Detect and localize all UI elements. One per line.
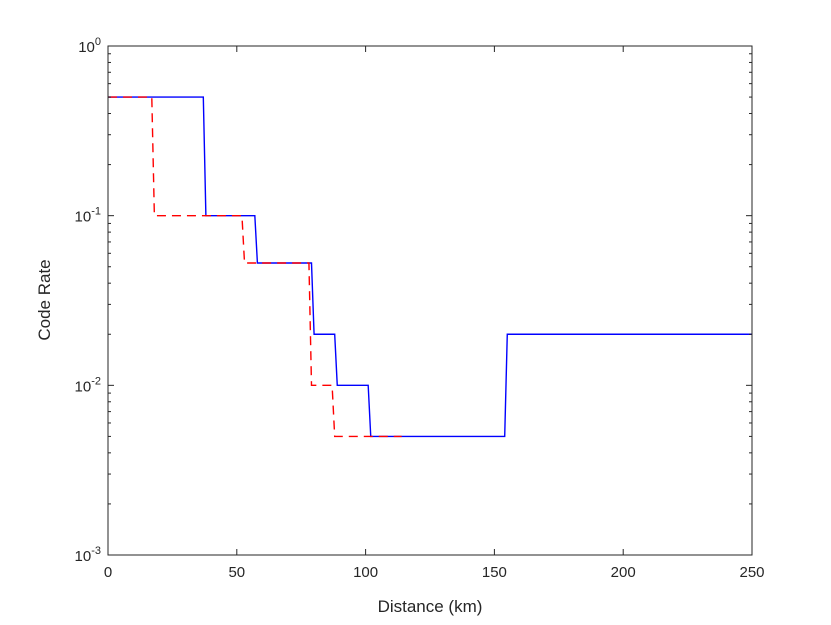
x-tick-label: 200 <box>611 564 636 581</box>
series-layer <box>108 96 752 438</box>
plot-background <box>108 46 752 555</box>
y-tick-label: 10-1 <box>75 206 101 226</box>
x-tick-label: 150 <box>482 564 507 581</box>
series-line-2 <box>108 96 402 438</box>
y-axis-label: Code Rate <box>35 259 54 340</box>
y-tick-label: 10-3 <box>75 545 101 565</box>
x-axis-label: Distance (km) <box>378 597 483 616</box>
plot-frame <box>107 45 753 556</box>
x-tick-label: 250 <box>739 564 764 581</box>
x-tick-label: 100 <box>353 564 378 581</box>
x-tick-label: 50 <box>228 564 245 581</box>
y-tick-label: 10-2 <box>75 375 101 395</box>
x-tick-label: 0 <box>104 564 112 581</box>
series-line-1 <box>108 96 752 438</box>
y-tick-label: 100 <box>78 36 101 56</box>
tick-layer: 0 50 100 150 200 250 100 10-1 10-2 10-3 <box>75 36 765 581</box>
